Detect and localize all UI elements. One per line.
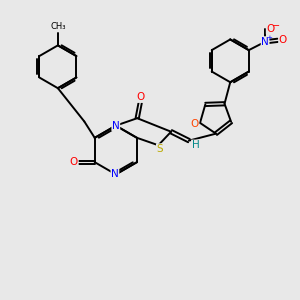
Text: O: O [266, 24, 274, 34]
Text: S: S [157, 144, 163, 154]
Text: N: N [112, 121, 120, 130]
Text: N: N [261, 37, 269, 47]
Text: O: O [190, 119, 199, 129]
Text: −: − [272, 21, 280, 32]
Text: O: O [136, 92, 144, 102]
Text: CH₃: CH₃ [50, 22, 66, 31]
Text: N: N [111, 169, 119, 179]
Text: +: + [266, 35, 272, 41]
Text: O: O [279, 35, 287, 45]
Text: O: O [70, 157, 78, 167]
Text: H: H [192, 140, 200, 150]
